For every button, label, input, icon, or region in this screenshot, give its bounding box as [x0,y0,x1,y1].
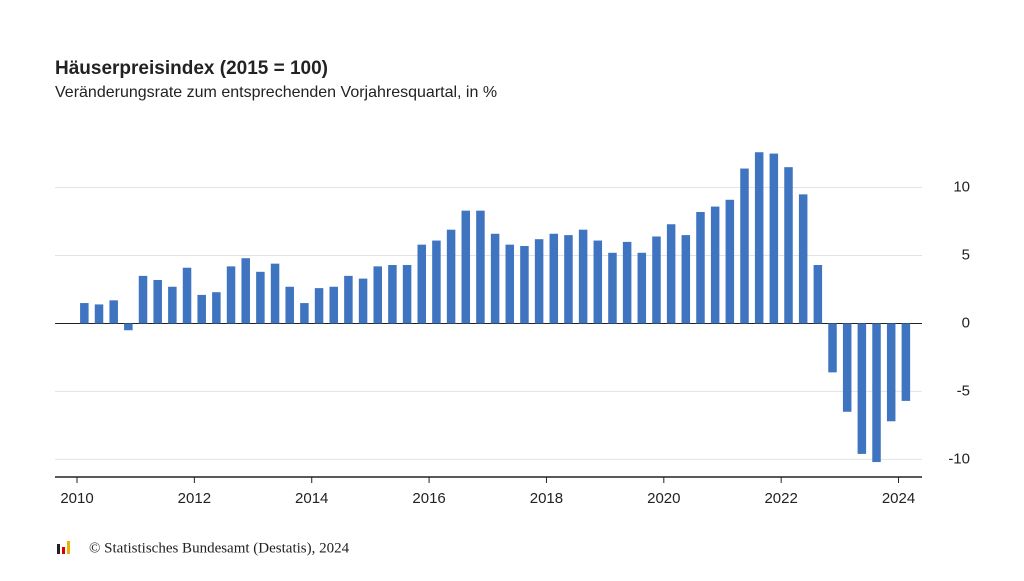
bar [608,252,617,324]
bar [80,303,89,324]
bar [652,236,661,324]
y-tick-label: 0 [962,314,970,331]
y-tick-label: 5 [962,246,970,263]
bar [344,275,353,324]
bar [769,153,779,324]
bar [270,263,280,324]
bar [784,167,793,324]
y-tick-label: -10 [948,450,970,467]
x-tick-label: 2012 [178,490,211,507]
bar [226,266,236,324]
bar [329,286,338,324]
bar [740,168,749,324]
bar [622,241,632,324]
bar [285,286,294,324]
bar [534,239,544,324]
bar [358,278,368,324]
x-tick-label: 2022 [764,490,797,507]
bar [886,323,896,422]
bar [564,235,573,324]
bar [446,229,456,324]
x-tick-label: 2024 [882,490,915,507]
y-tick-label: 10 [953,179,970,196]
bar [461,210,471,324]
x-tick-label: 2016 [412,490,445,507]
bar [373,266,382,324]
bar [490,233,500,324]
bar [417,244,427,324]
bar [828,323,837,373]
bar [813,265,823,324]
bar [725,199,735,324]
bar [197,294,206,324]
chart-subtitle: Veränderungsrate zum entsprechenden Vorj… [55,84,497,101]
source: © Statistisches Bundesamt (Destatis), 20… [89,540,350,556]
y-tick-label: -5 [957,382,970,399]
bar [432,240,441,324]
bar [109,300,118,324]
bar [666,224,676,324]
bar [402,265,412,324]
bar [637,252,647,324]
x-tick-label: 2018 [530,490,563,507]
source-icon [57,541,70,554]
bar [578,229,588,324]
bar [138,275,148,324]
bar [696,212,705,324]
bar [842,323,852,412]
chart-title: Häuserpreisindex (2015 = 100) [55,58,328,79]
bar [593,240,603,324]
bar [549,233,559,324]
bar [476,210,485,324]
bar [241,258,250,324]
bar [754,152,764,324]
bar [710,206,720,324]
bar [153,279,162,324]
bar [857,323,867,454]
x-tick-label: 2010 [60,490,93,507]
bar [124,323,133,331]
bar [168,286,177,324]
x-tick-label: 2014 [295,490,328,507]
bar [798,194,808,324]
bar [182,267,192,324]
bar [300,303,309,324]
bar [388,265,397,324]
bar [314,288,324,324]
bar [212,292,221,324]
bar [94,304,104,324]
bar [681,235,691,324]
x-tick-label: 2020 [647,490,680,507]
bar [256,271,265,324]
bar [901,323,911,401]
bar [505,244,515,324]
bar [520,245,529,324]
bar [872,323,881,463]
